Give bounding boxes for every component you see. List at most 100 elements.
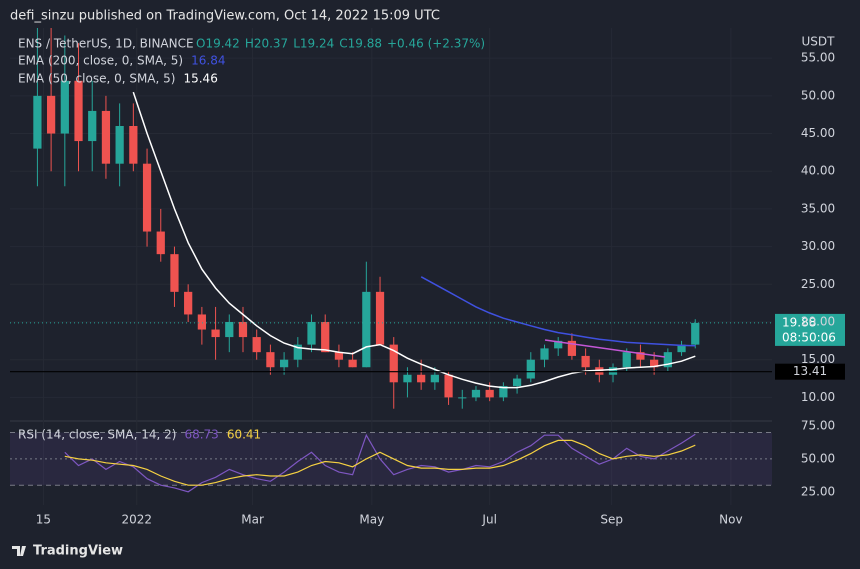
level-label: 13.41: [793, 364, 827, 378]
candle-body: [238, 322, 248, 338]
price-pane: [10, 28, 772, 409]
candle-body: [499, 386, 508, 398]
candle-body: [663, 352, 672, 368]
x-tick-label: Nov: [719, 513, 742, 527]
candle-body: [184, 291, 193, 315]
candle-body: [47, 95, 56, 134]
indicator-line: [64, 439, 696, 486]
candle-body: [88, 110, 97, 142]
candle-body: [375, 291, 385, 345]
candle-body: [156, 231, 165, 255]
candle-body: [650, 359, 659, 368]
candle-body: [252, 337, 261, 353]
countdown-label: 08:50:06: [782, 330, 836, 344]
indicator-line: [420, 276, 696, 347]
candle-body: [129, 126, 138, 164]
legend-value: 15.46: [183, 72, 217, 86]
footer-bar: [0, 535, 860, 569]
y-tick-label: 35.00: [801, 201, 835, 215]
last-price-box: [775, 313, 845, 346]
candle-body: [334, 352, 344, 360]
y-tick-label: 25.00: [801, 277, 835, 291]
candle-body: [485, 389, 494, 398]
y-tick-label: 40.00: [801, 164, 835, 178]
rsi-legend-title: RSI (14, close, SMA, 14, 2): [18, 428, 176, 442]
last-price-label: 19.88: [782, 315, 816, 329]
candle-body: [622, 352, 631, 368]
candle-body: [526, 359, 535, 379]
trend-line: [544, 339, 666, 358]
indicator-line: [64, 433, 696, 493]
candle-body: [307, 322, 316, 345]
brand-logo: [12, 546, 26, 556]
candle-body: [225, 322, 234, 338]
candle-body: [33, 95, 42, 149]
y-axis-label: USDT: [802, 35, 836, 49]
rsi-tick-label: 75.00: [801, 418, 835, 432]
legend-ohlc: C19.88: [339, 37, 382, 51]
y-tick-label: 10.00: [801, 390, 835, 404]
legend-ohlc: O19.42: [196, 37, 240, 51]
y-tick-label: 45.00: [801, 126, 835, 140]
y-tick-label: 50.00: [801, 88, 835, 102]
candle-body: [211, 329, 220, 338]
x-tick-label: Sep: [600, 513, 623, 527]
legend-ohlc: H20.37: [245, 37, 288, 51]
publish-info: defi_sinzu published on TradingView.com,…: [10, 9, 440, 24]
y-tick-label: 30.00: [801, 239, 835, 253]
candle-body: [444, 374, 453, 398]
candle-body: [691, 322, 700, 345]
candle-body: [115, 126, 124, 164]
candle-body: [197, 314, 206, 330]
candle-body: [60, 80, 69, 134]
candle-body: [608, 367, 618, 375]
candle-body: [430, 374, 439, 383]
candle-body: [595, 367, 604, 375]
candle-body: [389, 344, 398, 383]
candle-body: [403, 374, 412, 383]
candle-body: [512, 378, 522, 387]
candle-body: [362, 291, 371, 368]
candle-body: [677, 344, 686, 353]
legend-title: ENS / TetherUS, 1D, BINANCE: [18, 37, 194, 51]
candle-body: [321, 322, 330, 353]
x-tick-label: May: [359, 513, 384, 527]
candle-body: [554, 340, 563, 349]
candle-body: [540, 348, 549, 360]
rsi-legend-value: 60.41: [227, 428, 261, 442]
rsi-tick-label: 25.00: [801, 484, 835, 498]
candle-body: [279, 359, 289, 368]
candle-body: [417, 374, 426, 383]
x-tick-label: Mar: [241, 513, 264, 527]
rsi-pane: [10, 432, 772, 493]
x-tick-label: 2022: [121, 513, 152, 527]
candle-body: [74, 80, 83, 142]
candle-body: [101, 110, 111, 164]
level-box: [775, 363, 845, 380]
candle-body: [458, 397, 467, 399]
candle-body: [142, 163, 152, 232]
legend-value: 16.84: [191, 54, 225, 68]
candle-body: [293, 344, 302, 360]
y-tick-label: 20.00: [801, 315, 835, 329]
legend-ohlc: +0.46 (+2.37%): [387, 37, 485, 51]
x-tick-label: 15: [36, 513, 51, 527]
legend-series: EMA (200, close, 0, SMA, 5): [18, 54, 183, 68]
brand-name: TradingView: [33, 544, 123, 559]
candle-body: [581, 355, 590, 368]
candle-body: [636, 352, 645, 360]
rsi-legend-value: 68.73: [184, 428, 218, 442]
legend-ohlc: L19.24: [293, 37, 334, 51]
candle-body: [348, 359, 357, 368]
candle-body: [170, 254, 179, 292]
indicator-line: [132, 91, 696, 389]
rsi-tick-label: 50.00: [801, 451, 835, 465]
legend-series: EMA (50, close, 0, SMA, 5): [18, 72, 175, 86]
y-tick-label: 55.00: [801, 51, 835, 65]
candle-body: [266, 352, 275, 368]
y-tick-label: 15.00: [801, 352, 835, 366]
x-tick-label: Jul: [481, 513, 496, 527]
